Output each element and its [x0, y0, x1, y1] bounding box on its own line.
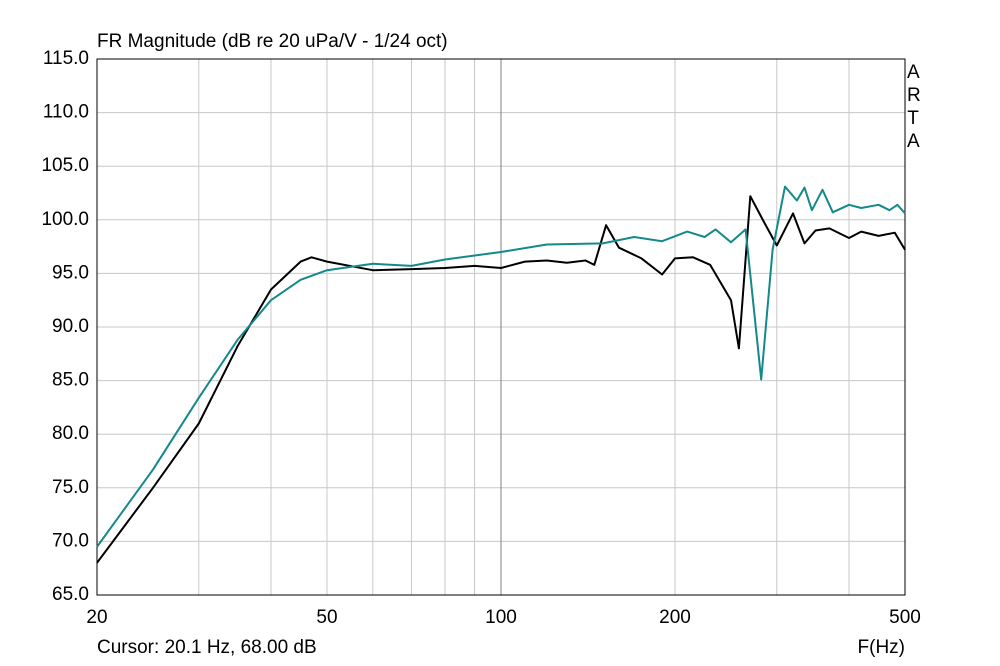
y-tick-label: 80.0 [52, 423, 89, 444]
plot-frame [96, 58, 906, 596]
x-tick-label: 100 [485, 607, 517, 628]
brand: ARTA [907, 62, 921, 152]
y-tick-label: 90.0 [52, 316, 89, 337]
series-line [96, 185, 906, 548]
series-line [96, 195, 906, 564]
x-tick-label: 20 [86, 607, 107, 628]
x-tick-label: 50 [316, 607, 337, 628]
cursor-readout: Cursor: 20.1 Hz, 68.00 dB [97, 637, 317, 658]
y-tick-label: 95.0 [52, 262, 89, 283]
y-tick-label: 65.0 [52, 584, 89, 605]
x-tick-label: 500 [889, 607, 921, 628]
y-tick-label: 105.0 [41, 155, 89, 176]
y-tick-label: 85.0 [52, 370, 89, 391]
y-tick-label: 115.0 [43, 48, 89, 69]
y-tick-label: 75.0 [52, 477, 89, 498]
y-tick-label: 100.0 [41, 209, 89, 230]
x-axis-label: F(Hz) [858, 637, 905, 658]
y-tick-label: 70.0 [52, 530, 89, 551]
x-tick-label: 200 [659, 607, 691, 628]
chart-title: FR Magnitude (dB re 20 uPa/V - 1/24 oct) [97, 31, 448, 52]
y-tick-label: 110.0 [43, 102, 89, 123]
